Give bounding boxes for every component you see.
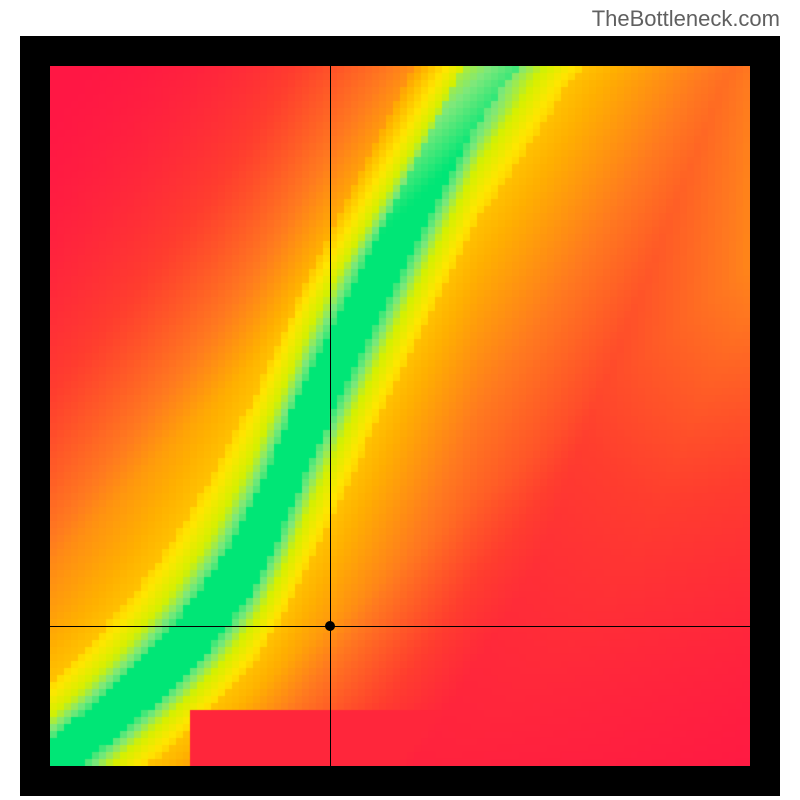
crosshair-vertical [330, 66, 331, 766]
crosshair-horizontal [50, 626, 750, 627]
figure-container: TheBottleneck.com [0, 0, 800, 800]
watermark-text: TheBottleneck.com [592, 6, 780, 32]
plot-outer-frame [20, 36, 780, 796]
plot-area [50, 66, 750, 766]
heatmap-canvas [50, 66, 750, 766]
marker-point [325, 621, 335, 631]
